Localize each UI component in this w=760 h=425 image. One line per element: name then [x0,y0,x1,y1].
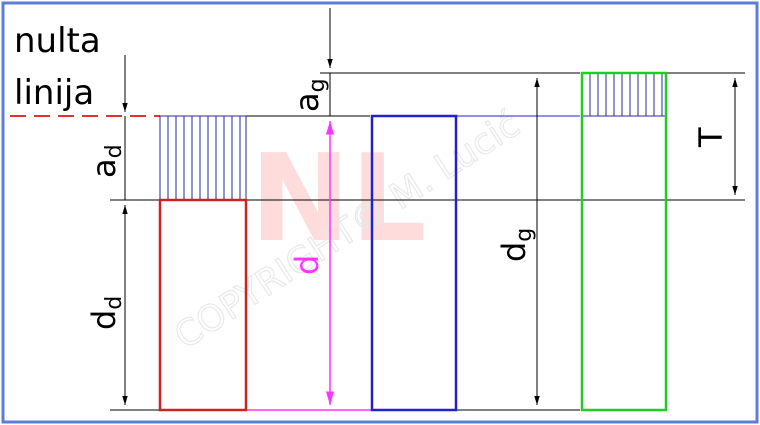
d-label: d [288,255,326,275]
svg-text:ad: ad [85,144,127,178]
svg-text:dg: dg [495,228,537,262]
shaft-tolerance-field [581,72,667,117]
svg-text:d: d [288,255,326,275]
zero-line-label-1: nulta [14,21,101,61]
hole-tolerance-field [159,115,247,201]
ag-label: ag [288,78,330,112]
watermark: NL COPYRIGHT© M. Lucić [167,104,528,359]
t-label: T [692,127,730,148]
svg-text:dd: dd [85,296,127,330]
svg-text:ag: ag [288,78,330,112]
hole-lower-box [158,198,248,412]
svg-text:T: T [692,127,730,148]
dg-label: dg [495,228,537,262]
ad-label: ad [85,144,127,178]
zero-line-label-2: linija [14,73,94,113]
dd-label: dd [85,296,127,330]
shaft-box [580,71,668,412]
nominal-box [370,114,458,412]
